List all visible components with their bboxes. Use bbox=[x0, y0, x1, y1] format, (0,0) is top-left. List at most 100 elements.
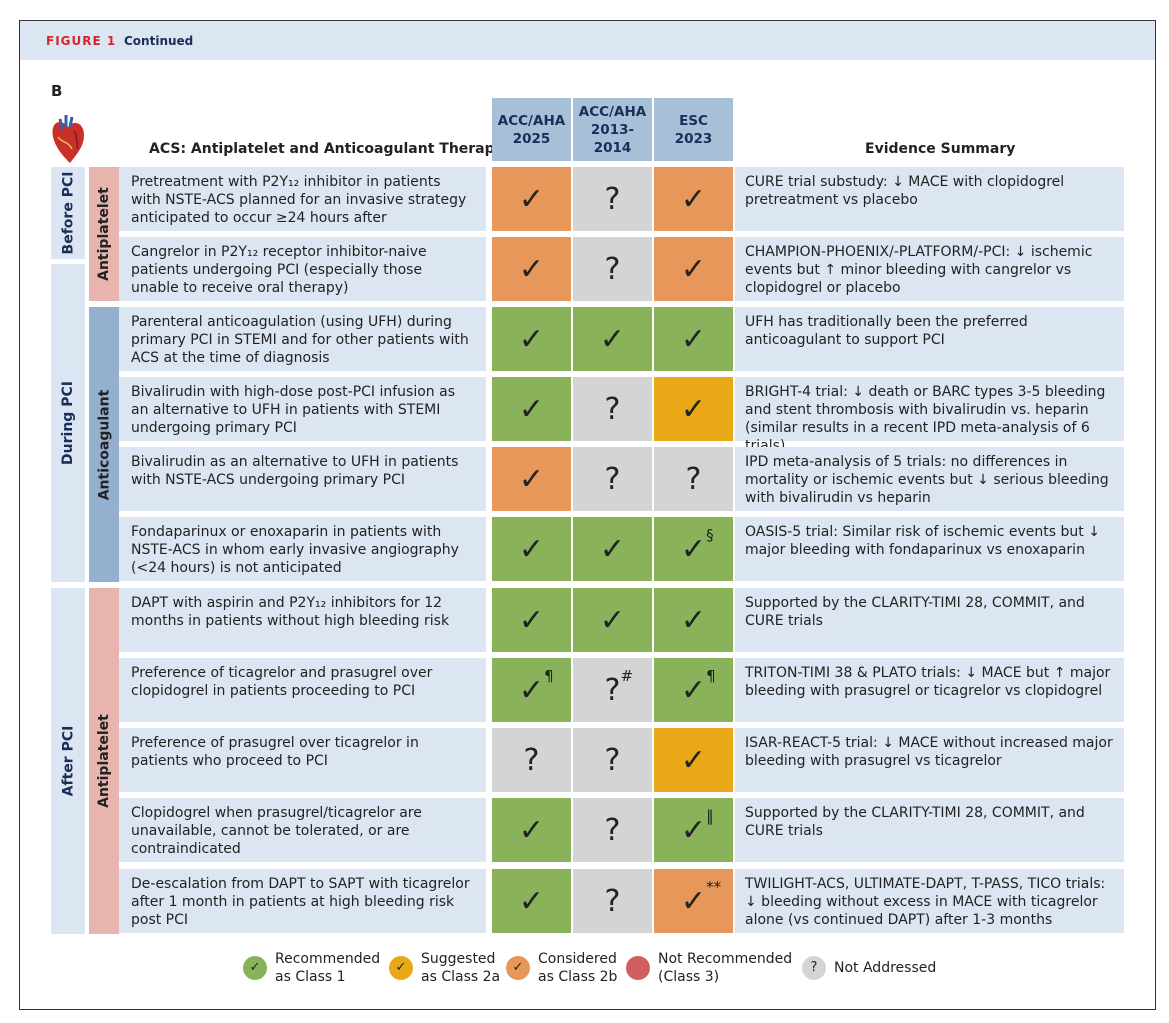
recommendation-cell: ✓ bbox=[492, 167, 571, 231]
mark-glyph: ✓ bbox=[680, 672, 707, 708]
check-icon: ✓ bbox=[519, 182, 544, 217]
mark-glyph: ? bbox=[604, 812, 621, 848]
mark-glyph: ✓ bbox=[518, 531, 545, 567]
evidence-header: Evidence Summary bbox=[865, 141, 1016, 157]
mark-glyph: ? bbox=[604, 391, 621, 427]
legend-text: (Class 3) bbox=[658, 969, 720, 985]
recommendation-cell: ✓ ‖ bbox=[654, 798, 733, 862]
recommendation-cell: ✓ bbox=[492, 517, 571, 581]
mark-glyph: ✓ bbox=[518, 672, 545, 708]
check-icon: ✓ bbox=[681, 182, 706, 217]
legend-text: Not Addressed bbox=[834, 960, 937, 976]
check-icon: ✓ § bbox=[681, 526, 714, 567]
mark-glyph: ✓ bbox=[680, 602, 707, 638]
question-icon: ? bbox=[605, 743, 621, 778]
phase-label: During PCI bbox=[60, 381, 76, 465]
evidence-summary: CURE trial substudy: ↓ MACE with clopido… bbox=[735, 167, 1124, 231]
footnote-marker: ¶ bbox=[544, 666, 554, 685]
question-icon: ? bbox=[605, 813, 621, 848]
evidence-summary: TWILIGHT-ACS, ULTIMATE-DAPT, T-PASS, TIC… bbox=[735, 869, 1124, 933]
therapy-text: Fondaparinux or enoxaparin in patients w… bbox=[119, 517, 486, 581]
class-label: Antiplatelet bbox=[96, 714, 113, 808]
recommendation-cell: ✓ ¶ bbox=[654, 658, 733, 722]
therapy-text: Bivalirudin as an alternative to UFH in … bbox=[119, 447, 486, 511]
col-header-line: ACC/AHA bbox=[497, 112, 566, 129]
check-icon: ✓ bbox=[600, 603, 625, 638]
figure-continued: Continued bbox=[124, 34, 194, 48]
check-icon: ✓ bbox=[519, 322, 544, 357]
mark-glyph: ✓ bbox=[599, 531, 626, 567]
check-icon: ✓ bbox=[519, 392, 544, 427]
check-icon: ✓ bbox=[519, 603, 544, 638]
class-antiplatelet-after: Antiplatelet bbox=[89, 588, 119, 934]
question-icon: ? bbox=[605, 392, 621, 427]
therapy-text: Bivalirudin with high-dose post-PCI infu… bbox=[119, 377, 486, 441]
recommendation-cell: ? bbox=[573, 798, 652, 862]
footnote-marker: ‖ bbox=[706, 806, 714, 825]
recommendation-cell: ✓ § bbox=[654, 517, 733, 581]
therapy-text: DAPT with aspirin and P2Y₁₂ inhibitors f… bbox=[119, 588, 486, 652]
question-icon: ? bbox=[686, 462, 702, 497]
question-icon: ? bbox=[605, 182, 621, 217]
check-icon: ✓ bbox=[519, 813, 544, 848]
circle-icon bbox=[626, 956, 650, 980]
legend-text: as Class 2b bbox=[538, 969, 618, 985]
question-icon: ? bbox=[802, 956, 826, 980]
check-icon: ✓ bbox=[519, 532, 544, 567]
mark-glyph: ? bbox=[604, 672, 621, 708]
col-header-accaha-2013: ACC/AHA 2013-2014 bbox=[573, 98, 652, 161]
legend-text: as Class 1 bbox=[275, 969, 346, 985]
legend-class2b: ✓ Considered as Class 2b bbox=[506, 950, 617, 986]
legend-class2a: ✓ Suggested as Class 2a bbox=[389, 950, 500, 986]
mark-glyph: ✓ bbox=[518, 181, 545, 217]
evidence-summary: UFH has traditionally been the preferred… bbox=[735, 307, 1124, 371]
recommendation-cell: ? bbox=[573, 447, 652, 511]
mark-glyph: ? bbox=[604, 742, 621, 778]
mark-glyph: ✓ bbox=[518, 602, 545, 638]
mark-glyph: ✓ bbox=[518, 391, 545, 427]
phase-label: Before PCI bbox=[60, 171, 76, 255]
footnote-marker: ** bbox=[706, 877, 722, 896]
mark-glyph: ✓ bbox=[599, 321, 626, 357]
evidence-summary: ISAR-REACT-5 trial: ↓ MACE without incre… bbox=[735, 728, 1124, 792]
therapy-text: De-escalation from DAPT to SAPT with tic… bbox=[119, 869, 486, 933]
col-header-line: 2025 bbox=[512, 130, 551, 147]
recommendation-cell: ✓ bbox=[654, 728, 733, 792]
legend-text: Not Recommended bbox=[658, 951, 793, 967]
mark-glyph: ✓ bbox=[680, 812, 707, 848]
check-icon: ✓ ¶ bbox=[680, 667, 716, 708]
check-icon: ✓ bbox=[506, 956, 530, 980]
col-header-line: 2013-2014 bbox=[590, 121, 635, 156]
footnote-marker: ¶ bbox=[706, 666, 716, 685]
therapy-text: Pretreatment with P2Y₁₂ inhibitor in pat… bbox=[119, 167, 486, 231]
check-icon: ✓ bbox=[681, 743, 706, 778]
check-icon: ✓ ¶ bbox=[518, 667, 554, 708]
check-icon: ✓ bbox=[681, 322, 706, 357]
recommendation-cell: ? bbox=[573, 377, 652, 441]
check-icon: ✓ bbox=[681, 392, 706, 427]
therapy-text: Parenteral anticoagulation (using UFH) d… bbox=[119, 307, 486, 371]
mark-glyph: ✓ bbox=[680, 251, 707, 287]
legend-not-addressed: ? Not Addressed bbox=[802, 956, 936, 980]
figure-frame bbox=[19, 20, 1156, 1010]
mark-glyph: ✓ bbox=[518, 251, 545, 287]
figure-titlebar bbox=[20, 21, 1155, 60]
col-header-line: ESC bbox=[679, 112, 708, 129]
recommendation-cell: ✓ bbox=[654, 237, 733, 301]
question-icon: ? bbox=[605, 462, 621, 497]
col-header-accaha-2025: ACC/AHA 2025 bbox=[492, 98, 571, 161]
legend-class1: ✓ Recommended as Class 1 bbox=[243, 950, 380, 986]
check-icon: ✓ bbox=[389, 956, 413, 980]
recommendation-cell: ✓ bbox=[492, 377, 571, 441]
evidence-summary: Supported by the CLARITY-TIMI 28, COMMIT… bbox=[735, 588, 1124, 652]
recommendation-cell: ✓ bbox=[654, 307, 733, 371]
class-antiplatelet-before: Antiplatelet bbox=[89, 167, 119, 301]
col-header-line: 2023 bbox=[674, 130, 713, 147]
figure-label: FIGURE 1 bbox=[46, 34, 117, 48]
col-header-line: ACC/AHA bbox=[578, 103, 647, 120]
legend-text: Recommended bbox=[275, 951, 381, 967]
evidence-summary: CHAMPION-PHOENIX/-PLATFORM/-PCI: ↓ ische… bbox=[735, 237, 1124, 301]
recommendation-cell: ✓ bbox=[573, 517, 652, 581]
recommendation-cell: ✓ bbox=[654, 377, 733, 441]
mark-glyph: ✓ bbox=[680, 181, 707, 217]
